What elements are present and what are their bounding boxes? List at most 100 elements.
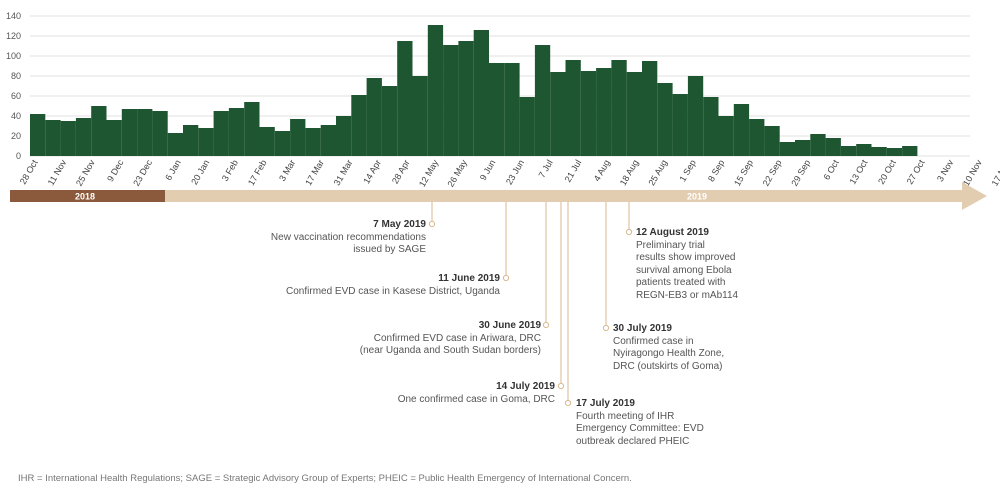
event-connector-dot xyxy=(502,274,510,282)
event-12-august-2019: 12 August 2019 Preliminary trial results… xyxy=(636,227,738,302)
x-tick-label: 9 Dec xyxy=(105,158,126,184)
bar xyxy=(733,104,750,156)
y-tick-label: 0 xyxy=(16,151,21,161)
y-tick-label: 80 xyxy=(11,71,21,81)
bar xyxy=(259,127,275,156)
event-date: 30 July 2019 xyxy=(613,323,672,334)
bar xyxy=(198,128,214,156)
event-date: 7 May 2019 xyxy=(373,219,426,230)
bar xyxy=(672,94,688,156)
event-30-june-2019: 30 June 2019 Confirmed EVD case in Ariwa… xyxy=(360,320,541,358)
x-tick-label: 22 Sep xyxy=(761,158,784,188)
x-tick-label: 14 Apr xyxy=(361,158,383,186)
bar xyxy=(244,102,260,156)
x-tick-label: 13 Oct xyxy=(848,158,870,186)
bar xyxy=(183,125,199,156)
bar xyxy=(749,119,765,156)
x-tick-label: 31 Mar xyxy=(332,158,355,187)
bar xyxy=(45,120,61,156)
event-date: 11 June 2019 xyxy=(438,273,500,284)
event-text-line: patients treated with xyxy=(636,277,726,288)
event-date: 14 July 2019 xyxy=(496,381,555,392)
y-tick-label: 40 xyxy=(11,111,21,121)
bar xyxy=(167,133,183,156)
bar xyxy=(825,138,841,156)
x-tick-label: 10 Nov xyxy=(961,158,984,188)
event-date: 12 August 2019 xyxy=(636,227,709,238)
event-text-line: One confirmed case in Goma, DRC xyxy=(397,393,555,405)
bar xyxy=(764,126,780,156)
event-connector-dot xyxy=(564,399,572,407)
year-label-2018: 2018 xyxy=(75,192,95,202)
y-axis: 0 20 40 60 80 100 120 140 xyxy=(6,11,21,161)
event-connector-dot xyxy=(625,228,633,236)
event-text-line: Confirmed EVD case in Kasese District, U… xyxy=(286,285,500,297)
timeline-arrow: 2018 2019 xyxy=(10,182,987,210)
x-tick-label: 8 Sep xyxy=(706,158,726,183)
x-tick-label: 17 Mar xyxy=(303,158,326,187)
x-tick-label: 27 Oct xyxy=(905,158,927,186)
event-text-line: DRC (outskirts of Goma) xyxy=(613,360,723,372)
bar xyxy=(443,45,459,156)
x-tick-label: 11 Nov xyxy=(46,158,69,188)
bar xyxy=(458,41,474,156)
bar xyxy=(30,114,46,156)
x-tick-label: 1 Sep xyxy=(677,158,697,183)
bar xyxy=(580,71,597,156)
bar xyxy=(519,97,535,156)
bar xyxy=(412,76,428,156)
y-tick-label: 20 xyxy=(11,131,21,141)
x-tick-label: 25 Nov xyxy=(74,158,97,188)
x-tick-label: 4 Aug xyxy=(592,158,612,183)
bars xyxy=(30,25,918,156)
x-tick-label: 7 Jul xyxy=(537,158,555,179)
bar xyxy=(565,60,581,156)
event-text-line: Nyiragongo Health Zone, xyxy=(613,348,725,359)
event-connector-dot xyxy=(602,324,610,332)
bar xyxy=(718,116,734,156)
bar xyxy=(274,131,291,156)
bar xyxy=(657,83,673,156)
event-text-line: Confirmed EVD case in Ariwara, DRC xyxy=(373,332,541,344)
bar xyxy=(504,63,520,156)
y-tick-label: 60 xyxy=(11,91,21,101)
y-tick-label: 140 xyxy=(6,11,21,21)
year-label-2019: 2019 xyxy=(687,192,707,202)
bar xyxy=(397,41,413,156)
x-tick-label: 17 Nov xyxy=(990,158,1000,188)
bar xyxy=(228,108,245,156)
event-connector-dot xyxy=(428,220,436,228)
bar xyxy=(779,142,795,156)
x-tick-label: 18 Aug xyxy=(618,158,641,187)
bar xyxy=(427,25,444,156)
epidemic-curve-chart: 0 20 40 60 80 100 120 140 28 Oct 11 Nov 25 Nov 9 D… xyxy=(6,11,1000,407)
bar xyxy=(290,119,306,156)
x-tick-label: 28 Apr xyxy=(390,158,412,186)
event-text-line: Fourth meeting of IHR xyxy=(576,410,675,422)
bar xyxy=(534,45,551,156)
x-tick-label: 9 Jun xyxy=(478,158,498,182)
timeline-2019-arrow xyxy=(165,182,987,210)
event-date: 17 July 2019 xyxy=(576,398,635,409)
bar xyxy=(366,78,382,156)
bar xyxy=(611,60,627,156)
bar xyxy=(106,120,122,156)
x-tick-label: 6 Jan xyxy=(163,158,183,182)
bar xyxy=(642,61,658,156)
x-tick-label: 21 Jul xyxy=(563,158,584,184)
bar xyxy=(902,146,918,156)
bar xyxy=(121,109,138,156)
bar xyxy=(703,97,719,156)
event-text-line: REGN-EB3 or mAb114 xyxy=(636,289,739,301)
y-tick-label: 100 xyxy=(6,51,21,61)
event-connector-dot xyxy=(557,382,565,390)
x-tick-label: 23 Dec xyxy=(131,158,154,188)
event-text-line: New vaccination recommendations xyxy=(270,231,426,243)
y-tick-label: 120 xyxy=(6,31,21,41)
event-14-july-2019: 14 July 2019 One confirmed case in Goma,… xyxy=(398,381,555,406)
footnote: IHR = International Health Regulations; … xyxy=(18,473,632,484)
x-tick-label: 20 Oct xyxy=(876,158,898,186)
event-text-line: Confirmed case in xyxy=(613,335,694,347)
event-11-june-2019: 11 June 2019 Confirmed EVD case in Kases… xyxy=(286,273,500,298)
bar xyxy=(886,148,903,156)
